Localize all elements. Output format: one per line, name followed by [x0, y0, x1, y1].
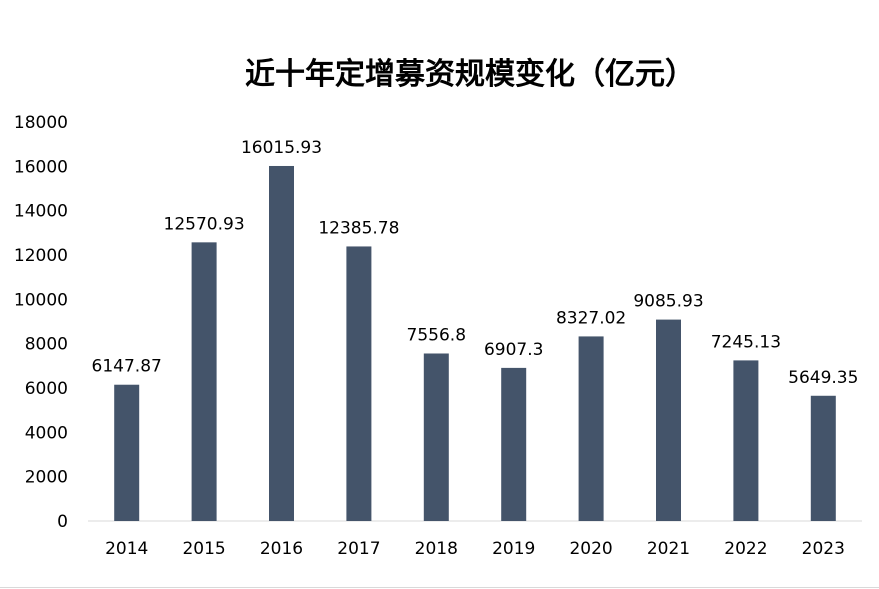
y-tick-label: 2000 [25, 468, 68, 488]
x-tick-label: 2023 [802, 539, 845, 559]
x-tick-label: 2018 [415, 539, 458, 559]
bar-2021 [656, 319, 681, 521]
bar-2023 [810, 395, 836, 521]
bar-2018 [423, 353, 449, 521]
bar-2019 [501, 367, 527, 521]
data-label: 12570.93 [164, 214, 245, 234]
y-tick-label: 14000 [14, 202, 68, 222]
data-label: 5649.35 [788, 368, 858, 388]
y-tick-label: 16000 [14, 157, 68, 177]
y-tick-label: 8000 [25, 335, 68, 355]
data-label: 8327.02 [556, 308, 626, 328]
x-tick-label: 2014 [105, 539, 148, 559]
bar-2015 [191, 242, 217, 521]
bar-2017 [346, 246, 372, 521]
x-tick-label: 2019 [492, 539, 535, 559]
bar-2014 [114, 384, 140, 521]
data-label: 7245.13 [711, 332, 781, 352]
bar-2022 [733, 360, 759, 521]
y-tick-label: 10000 [14, 290, 68, 310]
x-tick-label: 2015 [182, 539, 225, 559]
x-tick-label: 2020 [569, 539, 612, 559]
frame-bottom-border [0, 587, 879, 588]
bars: 6147.87 12570.93 16015.93 12385.78 7556.8 690… [92, 138, 858, 521]
y-tick-label: 12000 [14, 246, 68, 266]
data-label: 7556.8 [407, 325, 466, 345]
x-tick-label: 2016 [260, 539, 303, 559]
bar-2016 [269, 165, 294, 521]
bar-2020 [578, 336, 604, 521]
data-label: 6147.87 [92, 357, 162, 377]
y-axis: 0 2000 4000 6000 8000 10000 12000 14000 16000 180… [14, 113, 68, 532]
x-tick-label: 2022 [724, 539, 767, 559]
y-tick-label: 0 [57, 512, 68, 532]
data-label: 9085.93 [633, 292, 703, 312]
data-label: 6907.3 [484, 340, 543, 360]
x-axis: 2014 2015 2016 2017 2018 2019 2020 2021 2022 2023 [105, 539, 845, 559]
x-tick-label: 2017 [337, 539, 380, 559]
y-tick-label: 6000 [25, 379, 68, 399]
chart-title: 近十年定增募资规模变化（亿元） [245, 57, 695, 92]
data-label: 12385.78 [318, 218, 399, 238]
y-tick-label: 18000 [14, 113, 68, 133]
y-tick-label: 4000 [25, 423, 68, 443]
data-label: 16015.93 [241, 138, 322, 158]
x-tick-label: 2021 [647, 539, 690, 559]
